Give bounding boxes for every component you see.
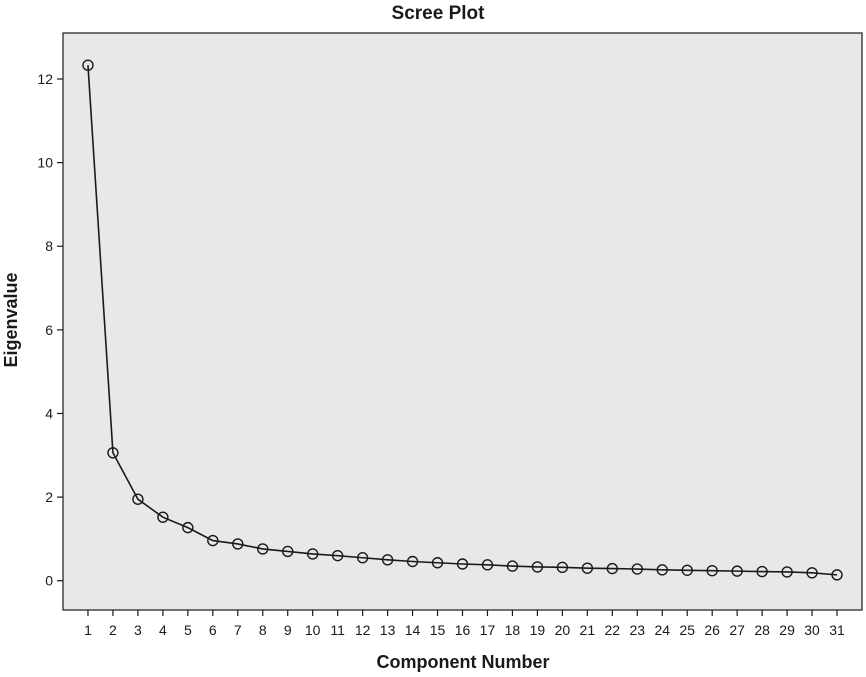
x-tick-label: 11 bbox=[330, 622, 345, 638]
x-tick-label: 27 bbox=[729, 622, 745, 638]
x-tick-label: 9 bbox=[284, 622, 292, 638]
data-point bbox=[356, 552, 369, 564]
y-tick-label: 10 bbox=[37, 155, 53, 171]
x-tick-label: 8 bbox=[259, 622, 267, 638]
plot-area bbox=[62, 32, 863, 611]
x-tick-label: 3 bbox=[134, 622, 142, 638]
data-point bbox=[82, 59, 94, 71]
data-point bbox=[257, 543, 269, 555]
y-tick-label: 6 bbox=[45, 322, 53, 338]
x-axis: 1 2 3 4 5 6 7 8 9 10 11 12 13 14 15 16 17 18 19 20 21 22 23 24 2… bbox=[84, 610, 845, 638]
x-axis-label: Component Number bbox=[377, 652, 550, 672]
x-tick-label: 6 bbox=[209, 622, 217, 638]
y-tick-label: 4 bbox=[45, 405, 53, 421]
x-tick-label: 28 bbox=[754, 622, 770, 638]
data-point bbox=[207, 534, 219, 547]
data-point bbox=[606, 562, 619, 575]
data-point bbox=[581, 562, 594, 574]
y-axis-label: Eigenvalue bbox=[1, 272, 21, 367]
data-point bbox=[132, 493, 144, 505]
data-point bbox=[381, 554, 394, 566]
data-point bbox=[731, 565, 743, 577]
data-point bbox=[456, 558, 469, 570]
x-tick-label: 15 bbox=[430, 622, 446, 638]
y-tick-label: 2 bbox=[45, 489, 53, 505]
x-tick-label: 20 bbox=[555, 622, 571, 638]
data-point bbox=[157, 511, 169, 523]
data-point bbox=[756, 565, 768, 578]
series-line bbox=[87, 65, 838, 576]
chart-title: Scree Plot bbox=[392, 3, 486, 24]
x-tick-label: 26 bbox=[704, 622, 720, 638]
x-tick-label: 4 bbox=[159, 622, 167, 638]
data-point bbox=[431, 557, 444, 569]
data-point bbox=[331, 549, 344, 562]
data-point bbox=[556, 561, 569, 574]
data-point bbox=[282, 545, 294, 558]
x-tick-label: 2 bbox=[109, 622, 117, 638]
y-tick-label: 8 bbox=[45, 238, 53, 254]
x-tick-label: 24 bbox=[654, 622, 670, 638]
y-tick-label: 0 bbox=[45, 573, 53, 589]
x-tick-label: 14 bbox=[405, 622, 421, 638]
y-axis: 0 2 4 6 8 10 12 bbox=[37, 71, 63, 589]
x-tick-label: 16 bbox=[455, 622, 471, 638]
x-tick-label: 23 bbox=[629, 622, 645, 638]
x-tick-label: 17 bbox=[480, 622, 496, 638]
data-point bbox=[656, 564, 668, 576]
data-point bbox=[107, 447, 119, 459]
data-point bbox=[506, 560, 519, 572]
data-point bbox=[531, 561, 544, 573]
data-point bbox=[781, 566, 793, 578]
eigenvalue-series bbox=[82, 59, 843, 581]
x-tick-label: 13 bbox=[380, 622, 396, 638]
x-tick-label: 10 bbox=[305, 622, 321, 638]
x-tick-label: 31 bbox=[829, 622, 845, 638]
data-point bbox=[232, 538, 244, 550]
y-tick-label: 12 bbox=[37, 71, 53, 87]
x-tick-label: 7 bbox=[234, 622, 242, 638]
x-tick-label: 30 bbox=[804, 622, 820, 638]
data-point bbox=[806, 567, 818, 579]
x-tick-label: 25 bbox=[679, 622, 695, 638]
data-point bbox=[831, 569, 843, 581]
x-tick-label: 21 bbox=[580, 622, 596, 638]
x-tick-label: 22 bbox=[605, 622, 621, 638]
x-tick-label: 12 bbox=[355, 622, 371, 638]
data-point bbox=[481, 559, 494, 571]
x-tick-label: 19 bbox=[530, 622, 546, 638]
data-point bbox=[306, 548, 319, 560]
data-point bbox=[406, 555, 419, 568]
data-point bbox=[631, 563, 643, 575]
x-tick-label: 1 bbox=[84, 622, 92, 638]
x-tick-label: 18 bbox=[505, 622, 521, 638]
data-point bbox=[681, 564, 693, 576]
data-point bbox=[182, 521, 194, 534]
x-tick-label: 5 bbox=[184, 622, 192, 638]
data-point bbox=[706, 564, 718, 577]
x-tick-label: 29 bbox=[779, 622, 795, 638]
